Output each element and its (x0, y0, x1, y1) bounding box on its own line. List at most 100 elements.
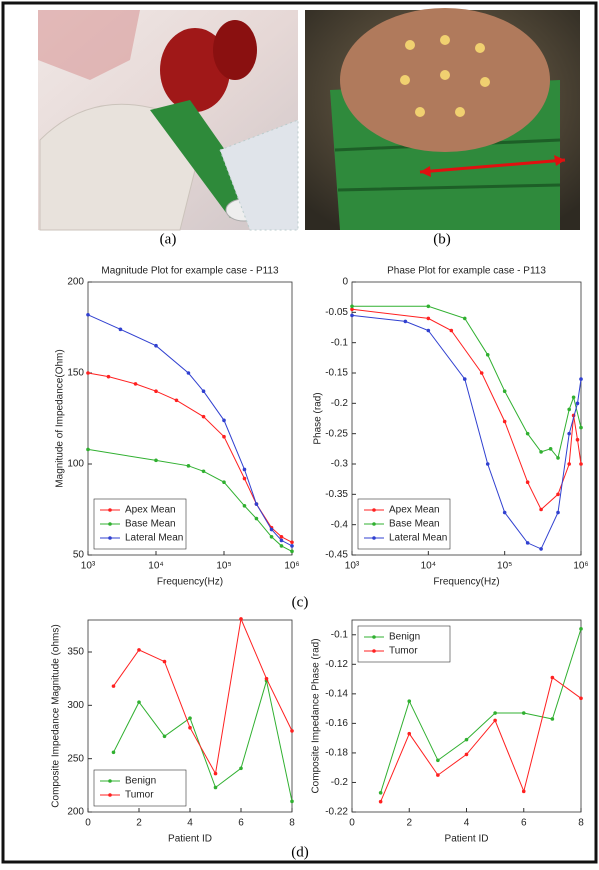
point (449, 328, 454, 333)
point (133, 382, 138, 386)
point (290, 544, 294, 548)
legend-marker (372, 635, 376, 639)
point (290, 799, 294, 804)
point (571, 395, 576, 400)
legend-marker (372, 649, 376, 653)
point (201, 414, 206, 419)
legend-label: Tumor (389, 646, 418, 657)
point (579, 696, 583, 701)
point (426, 328, 431, 333)
y-tick-label: 200 (67, 277, 84, 288)
point (579, 425, 583, 430)
point (222, 480, 226, 485)
point (350, 307, 354, 312)
y-tick-label: -0.3 (331, 459, 349, 470)
x-axis-label: Patient ID (168, 834, 212, 845)
x-axis-label: Frequency(Hz) (433, 577, 499, 588)
point (279, 538, 284, 543)
y-axis-label: Composite Impedance Magnitude (ohms) (51, 624, 62, 807)
y-tick-label: -0.45 (325, 550, 348, 561)
point (579, 462, 583, 466)
point (350, 304, 354, 309)
point (464, 752, 469, 757)
caption: (a) (160, 231, 177, 247)
y-tick-label: -0.35 (325, 489, 348, 500)
point (86, 371, 90, 375)
point (162, 659, 167, 664)
point (254, 516, 259, 521)
point (403, 319, 408, 324)
x-tick-label: 2 (406, 818, 412, 829)
point (213, 785, 218, 790)
x-tick-label: 8 (578, 818, 584, 829)
point (556, 456, 560, 460)
photo-b (305, 8, 580, 230)
y-tick-label: -0.18 (325, 748, 348, 759)
legend-label: Base Mean (125, 519, 176, 530)
y-tick-label: -0.14 (325, 688, 348, 699)
chart-title: Phase Plot for example case - P113 (387, 266, 546, 277)
point (579, 627, 583, 631)
point (502, 389, 507, 394)
point (502, 510, 507, 515)
x-tick-label: 0 (85, 818, 91, 829)
point (407, 731, 412, 736)
point (290, 540, 294, 545)
legend-label: Lateral Mean (125, 533, 183, 544)
point (264, 676, 269, 681)
legend-marker (372, 536, 376, 540)
x-tick-label: 2 (136, 818, 142, 829)
point (493, 718, 497, 723)
y-tick-label: -0.12 (325, 659, 348, 670)
point (521, 789, 526, 794)
legend-label: Benign (389, 632, 420, 643)
x-axis-label: Frequency(Hz) (157, 577, 223, 588)
y-tick-label: 50 (73, 550, 85, 561)
series-line (113, 680, 293, 802)
point (575, 401, 580, 406)
point (279, 544, 284, 548)
point (525, 431, 530, 436)
point (254, 502, 259, 506)
point (485, 462, 490, 466)
chart-title: Magnitude Plot for example case - P113 (101, 266, 279, 277)
point (242, 504, 247, 508)
y-axis-label: Magnitude of Impedance(Ohm) (55, 349, 66, 487)
point (86, 447, 90, 452)
x-tick-label: 10⁵ (497, 561, 512, 572)
point (106, 374, 111, 379)
point (407, 699, 412, 704)
point (567, 407, 571, 412)
point (186, 464, 191, 468)
legend-marker (108, 522, 112, 526)
point (539, 507, 543, 512)
point (162, 734, 167, 739)
point (154, 458, 158, 463)
series-line (352, 305, 582, 460)
point (556, 510, 560, 515)
point (462, 377, 467, 381)
point (485, 353, 490, 357)
series-line (380, 676, 582, 802)
x-tick-label: 10³ (81, 561, 96, 572)
point (188, 725, 192, 730)
point (188, 716, 192, 720)
y-tick-label: -0.22 (325, 807, 348, 818)
point (525, 541, 530, 545)
x-axis-label: Patient ID (445, 834, 489, 845)
point (269, 535, 274, 539)
legend-label: Apex Mean (125, 505, 176, 516)
point (378, 799, 383, 804)
legend-label: Apex Mean (389, 505, 440, 516)
legend-label: Benign (125, 776, 156, 787)
x-tick-label: 10⁴ (421, 561, 436, 572)
point (502, 419, 507, 424)
point (201, 389, 206, 394)
x-tick-label: 10⁶ (573, 561, 588, 572)
x-tick-label: 0 (349, 818, 355, 829)
series-line (87, 448, 293, 552)
y-axis-label: Phase (rad) (313, 392, 324, 444)
x-tick-label: 6 (238, 818, 244, 829)
point (550, 717, 555, 721)
point (567, 431, 571, 436)
